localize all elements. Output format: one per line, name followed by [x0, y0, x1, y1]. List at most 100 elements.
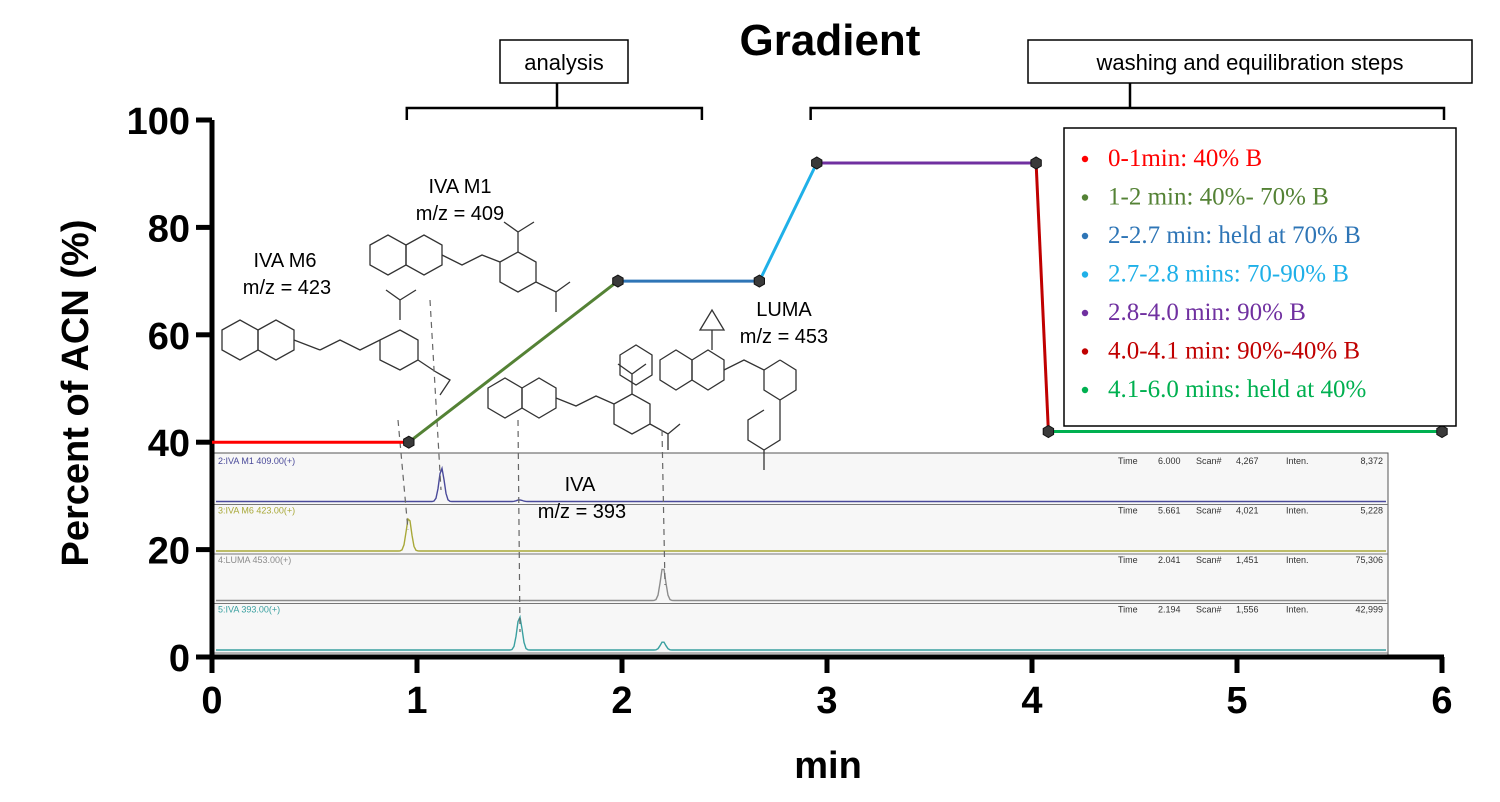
y-tick-label: 60: [148, 316, 190, 358]
chromatogram-meta: Inten.: [1286, 456, 1309, 466]
y-tick-label: 80: [148, 208, 190, 250]
chromatogram-meta: 75,306: [1355, 555, 1383, 565]
chromatogram-meta: 42,999: [1355, 605, 1383, 615]
bracket-label-washing: washing and equilibration steps: [1096, 50, 1404, 75]
x-tick-label: 2: [611, 680, 632, 722]
bracket-label-analysis: analysis: [524, 50, 603, 75]
chromatogram-label: 3:IVA M6 423.00(+): [218, 506, 295, 516]
x-tick-label: 0: [201, 680, 222, 722]
structure-iva-m1-image: [369, 221, 571, 312]
x-tick-label: 3: [816, 680, 837, 722]
structure-iva-m6-image: [221, 289, 451, 396]
chromatogram-meta: Time: [1118, 555, 1138, 565]
chromatogram-label: 5:IVA 393.00(+): [218, 605, 280, 615]
legend-entry: 2-2.7 min: held at 70% B: [1108, 222, 1361, 249]
chromatogram-meta: 2.194: [1158, 605, 1181, 615]
y-axis-label: Percent of ACN (%): [55, 220, 97, 567]
y-tick-label: 100: [127, 101, 190, 143]
legend: 0-1min: 40% B 1-2 min: 40%- 70% B 2-2.7 mi…: [1063, 127, 1457, 427]
chart-title: Gradient: [740, 16, 921, 65]
chromatogram-meta: 2.041: [1158, 555, 1181, 565]
x-tick-label: 1: [406, 680, 427, 722]
chromatogram-meta: Inten.: [1286, 605, 1309, 615]
gradient-segment: [758, 162, 819, 282]
chromatogram-label: 2:IVA M1 409.00(+): [218, 456, 295, 466]
legend-bullet: [1081, 155, 1089, 163]
chromatogram-meta: Scan#: [1196, 506, 1222, 516]
gradient-marker: [403, 435, 415, 449]
chromatogram-meta: 4,021: [1236, 506, 1259, 516]
compound-mz-luma: m/z = 453: [740, 326, 828, 348]
chromatogram-panel: 2:IVA M1 409.00(+) Time 6.000 Scan# 4,267 Int…: [213, 452, 1389, 658]
chromatogram-trace: [216, 568, 1386, 602]
x-tick-label: 5: [1226, 680, 1247, 722]
chromatogram-meta: 4,267: [1236, 456, 1259, 466]
bracket-box-washing: [1027, 39, 1473, 84]
x-axis-label: min: [794, 745, 862, 787]
legend-bullet: [1081, 194, 1089, 201]
chromatogram-meta: Scan#: [1196, 456, 1222, 466]
structure-guide-lines: [397, 299, 666, 633]
bracket-line: [405, 106, 704, 120]
chromatogram-meta: 8,372: [1360, 456, 1383, 466]
chromatogram-meta: 5.661: [1158, 506, 1181, 516]
chromatogram-meta: 5,228: [1360, 506, 1383, 516]
compound-mz-iva-m1: m/z = 409: [416, 203, 504, 225]
gradient-marker: [1042, 424, 1055, 439]
chromatogram-trace: [216, 614, 1386, 651]
compound-label-luma: LUMA: [756, 299, 812, 321]
chromatogram-meta: Scan#: [1196, 605, 1222, 615]
gradient-marker: [612, 274, 624, 288]
chromatogram-meta: Scan#: [1196, 555, 1222, 565]
legend-entry: 0-1min: 40% B: [1108, 145, 1262, 172]
compound-label-iva: IVA: [565, 474, 596, 496]
legend-entry: 4.0-4.1 min: 90%-40% B: [1108, 338, 1360, 365]
chromatogram-label: 4:LUMA 453.00(+): [218, 555, 291, 565]
legend-bullet: [1081, 232, 1089, 240]
legend-bullet: [1081, 271, 1089, 278]
legend-bullet: [1081, 386, 1089, 394]
legend-entry: 4.1-6.0 mins: held at 40%: [1108, 376, 1366, 403]
legend-entry: 2.8-4.0 min: 90% B: [1108, 299, 1306, 326]
y-tick-label: 20: [148, 531, 190, 573]
chromatogram-meta: 6.000: [1158, 456, 1181, 466]
compound-label-iva-m6: IVA M6: [254, 250, 317, 272]
x-tick-label: 4: [1021, 680, 1042, 722]
chromatogram-trace: [216, 465, 1386, 503]
chromatogram-trace: [216, 517, 1386, 552]
gradient-marker: [811, 156, 823, 170]
legend-entry: 1-2 min: 40%- 70% B: [1108, 184, 1329, 211]
compound-mz-iva: m/z = 393: [538, 501, 626, 523]
compound-mz-iva-m6: m/z = 423: [243, 277, 331, 299]
chromatogram-frame: [213, 452, 1389, 658]
gradient-marker: [1436, 424, 1448, 439]
bracket-lines: [405, 83, 1446, 120]
bracket-box-analysis: [499, 39, 629, 84]
chromatogram-meta: 1,451: [1236, 555, 1259, 565]
structure-luma-image: [619, 308, 797, 470]
gradient-series: [212, 161, 1442, 444]
gradient-marker: [753, 274, 765, 288]
chromatogram-meta: Time: [1118, 456, 1138, 466]
gradient-segment: [1034, 162, 1050, 432]
bracket-line: [809, 106, 1446, 120]
chromatogram-meta: 1,556: [1236, 605, 1259, 615]
y-tick-label: 0: [169, 638, 190, 680]
gradient-segment: [407, 279, 619, 444]
chromatogram-meta: Inten.: [1286, 506, 1309, 516]
compound-label-iva-m1: IVA M1: [429, 176, 492, 198]
x-tick-label: 6: [1431, 680, 1452, 722]
axes: 0 20 40 60 80 100 0 1 2 3 4 5 6: [127, 101, 1453, 722]
legend-bullet: [1081, 348, 1089, 355]
chromatogram-meta: Time: [1118, 605, 1138, 615]
structure-iva-image: [487, 363, 681, 450]
chromatogram-meta: Time: [1118, 506, 1138, 516]
gradient-markers: [403, 156, 1448, 449]
legend-entry: 2.7-2.8 mins: 70-90% B: [1108, 261, 1349, 288]
legend-frame: [1063, 127, 1457, 427]
y-tick-label: 40: [148, 423, 190, 465]
chromatogram-meta: Inten.: [1286, 555, 1309, 565]
gradient-marker: [1030, 156, 1042, 170]
legend-bullet: [1081, 309, 1089, 317]
